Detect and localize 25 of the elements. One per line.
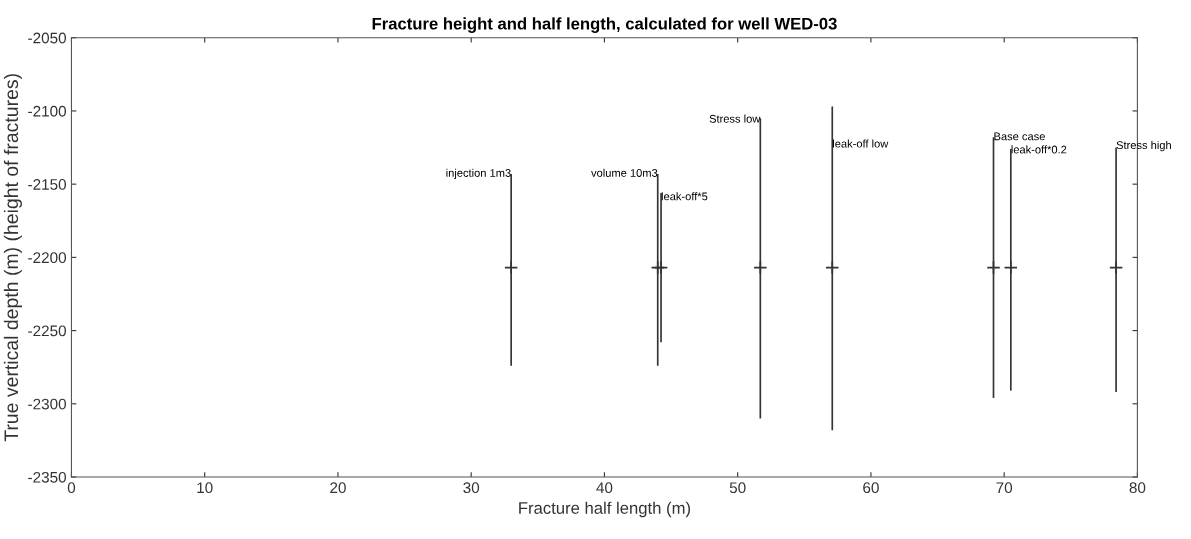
x-tick-label: 10 [197,482,213,494]
y-tick-label: -2150 [28,179,67,190]
y-axis-title: True vertical depth (m) (height of fractures) [3,74,22,442]
x-tick-label: 50 [729,482,746,494]
annotation: Stress low [709,114,761,123]
y-tick-label: -2250 [28,325,67,337]
x-tick-label: 80 [1129,482,1146,494]
x-tick-label: 40 [596,482,613,494]
x-tick-label: 30 [463,482,480,494]
x-tick-label: 70 [996,482,1013,494]
y-tick-label: -2350 [28,471,67,483]
x-axis-title: Fracture half length (m) [519,501,691,518]
annotation: volume 10m3 [591,168,658,177]
y-tick-label: -2100 [28,105,67,117]
annotation: Base case [994,132,1045,141]
chart-title: Fracture height and half length, calculated for well WED-03 [372,17,837,33]
y-tick-label: -2300 [28,398,67,410]
annotation: leak-off*0.2 [1011,145,1067,154]
x-tick-label: 0 [67,482,76,494]
annotation: leak-off low [833,139,889,148]
annotation: injection 1m3 [446,168,511,180]
y-tick-label: -2200 [28,252,67,264]
x-tick-label: 60 [863,482,879,494]
x-tick-label: 20 [330,482,346,494]
y-tick-label: -2050 [28,32,67,44]
